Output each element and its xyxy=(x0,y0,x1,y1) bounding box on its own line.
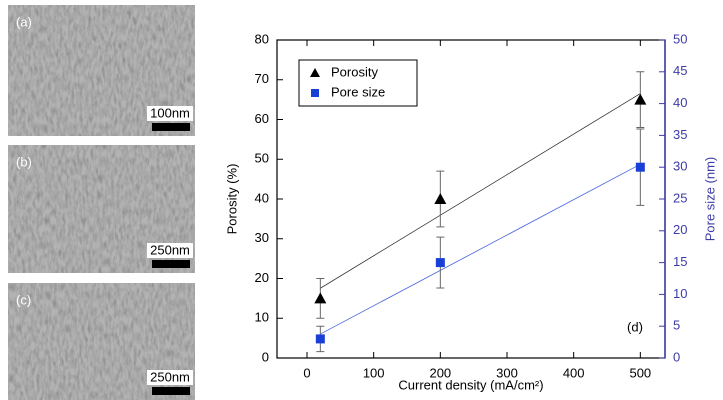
scale-label: 100nm xyxy=(150,105,190,120)
scale-bar xyxy=(152,123,190,131)
scale-label-bg xyxy=(147,243,193,258)
data-point xyxy=(634,93,647,105)
y2-tick-label: 30 xyxy=(673,159,687,174)
data-point xyxy=(435,258,445,268)
y2-tick-label: 5 xyxy=(673,318,680,333)
chart: 0 100 200 300 400 500 0 10 20 30 40 50 60 70 80 0 5 10 15 2… xyxy=(224,31,717,392)
panel-label: (b) xyxy=(16,154,32,169)
legend-box xyxy=(298,59,418,107)
panel-label: (d) xyxy=(627,319,643,334)
legend-marker xyxy=(311,89,319,97)
y2-tick-label: 15 xyxy=(673,254,687,269)
sem-panels: (a) 100nm (b) 250nm (c) 250nm xyxy=(8,5,195,400)
x-tick-label: 300 xyxy=(496,365,518,380)
panel-label: (c) xyxy=(16,292,31,307)
data-point xyxy=(314,292,327,304)
x-tick-label: 200 xyxy=(429,365,451,380)
y2-tick-label: 10 xyxy=(673,286,687,301)
scale-label-bg xyxy=(147,106,193,121)
y-tick-label: 70 xyxy=(255,71,269,86)
scale-bar xyxy=(152,260,190,268)
y2-tick-label: 25 xyxy=(673,190,687,205)
fit-line xyxy=(320,93,641,289)
y-tick-label: 40 xyxy=(255,190,269,205)
y-tick-label: 0 xyxy=(262,349,269,364)
legend-label: Porosity xyxy=(331,64,378,79)
x-tick-label: 100 xyxy=(363,365,385,380)
y2-tick-label: 35 xyxy=(673,127,687,142)
scale-label: 250nm xyxy=(150,242,190,257)
legend-label: Pore size xyxy=(331,84,385,99)
scale-label-bg xyxy=(147,370,193,385)
y2-tick-label: 50 xyxy=(673,31,687,46)
y-tick-label: 60 xyxy=(255,111,269,126)
y2-tick-label: 40 xyxy=(673,95,687,110)
x-tick-label: 0 xyxy=(303,365,310,380)
y2-tick-label: 0 xyxy=(673,349,680,364)
y-tick-label: 50 xyxy=(255,151,269,166)
y2-tick-label: 20 xyxy=(673,222,687,237)
panel-label: (a) xyxy=(16,14,32,29)
fit-line xyxy=(320,163,641,335)
y2-axis-label: Pore size (nm) xyxy=(702,157,717,242)
y-tick-label: 80 xyxy=(255,31,269,46)
data-point xyxy=(315,334,325,344)
scale-bar xyxy=(152,387,190,395)
x-tick-label: 500 xyxy=(629,365,651,380)
x-axis-label: Current density (mA/cm²) xyxy=(398,377,543,392)
x-tick-label: 400 xyxy=(563,365,585,380)
data-point xyxy=(635,162,645,172)
data-point xyxy=(434,193,447,204)
y-axis-label: Porosity (%) xyxy=(224,164,239,235)
y-tick-label: 20 xyxy=(255,270,269,285)
y2-tick-label: 45 xyxy=(673,63,687,78)
legend-marker xyxy=(310,68,320,77)
y-tick-label: 10 xyxy=(255,310,269,325)
scale-label: 250nm xyxy=(150,369,190,384)
y-tick-label: 30 xyxy=(255,230,269,245)
